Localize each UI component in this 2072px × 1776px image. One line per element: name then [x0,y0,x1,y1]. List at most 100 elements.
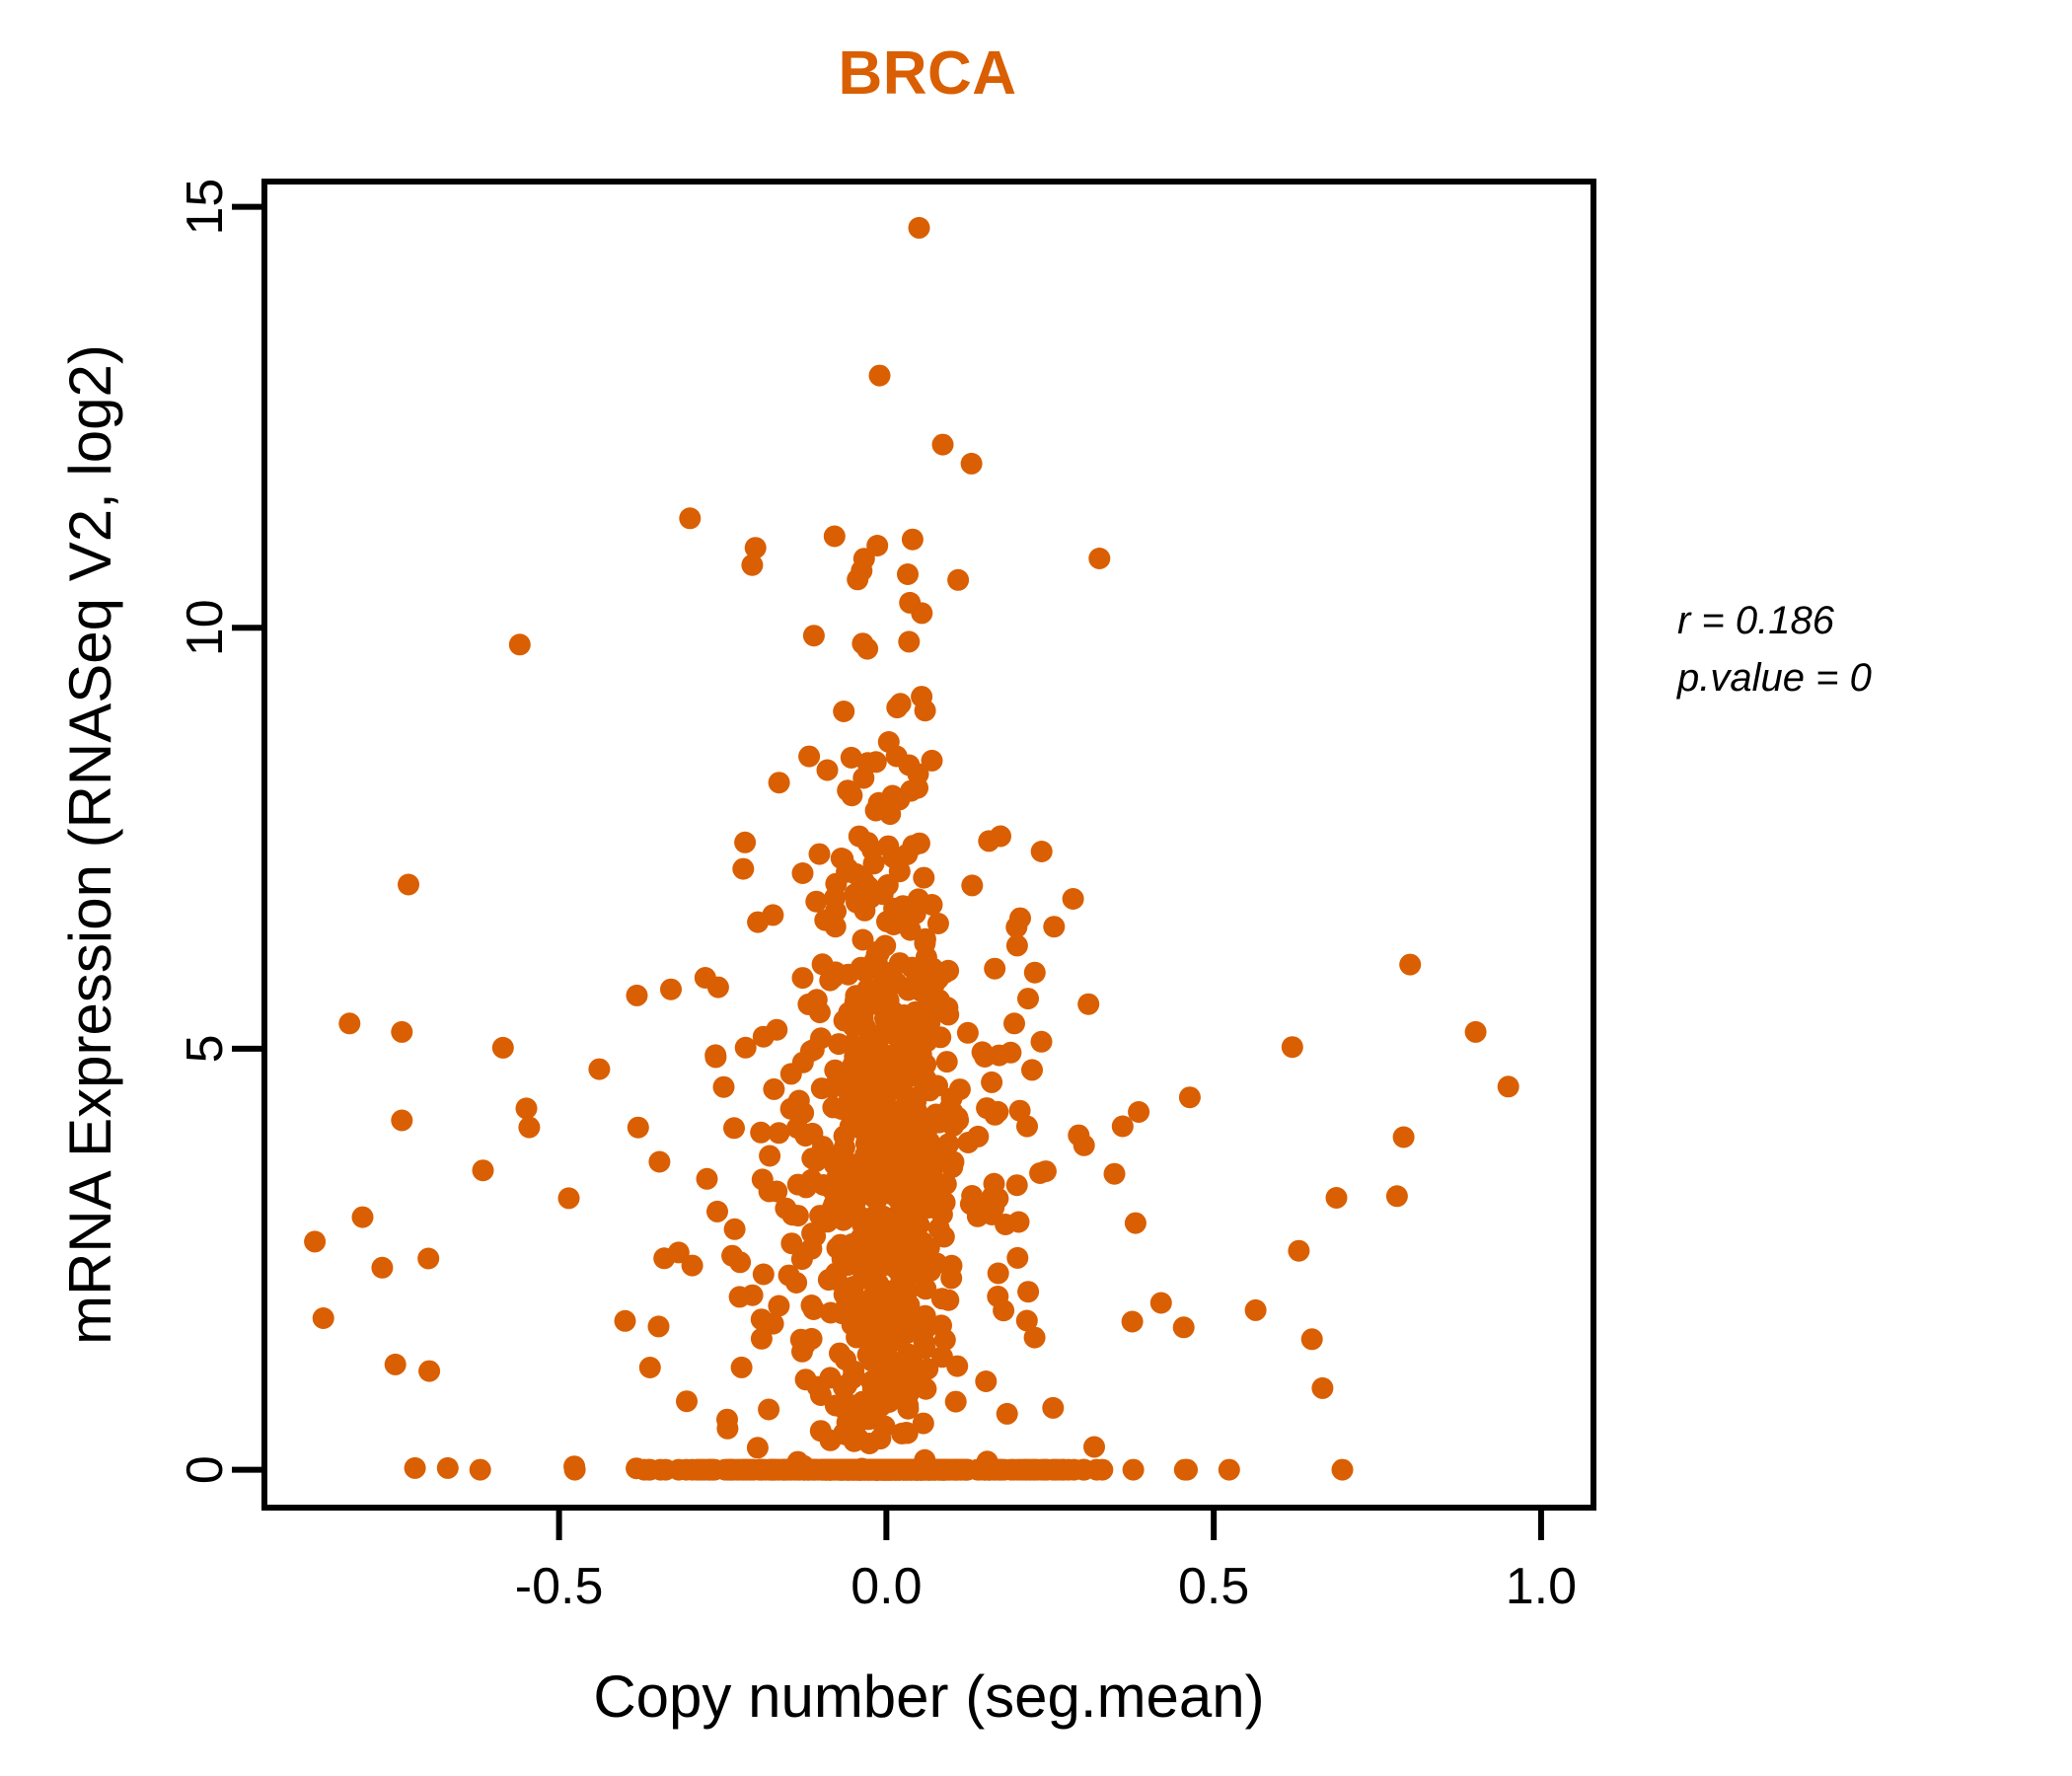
data-point [900,779,923,802]
data-point [837,779,859,802]
y-tick-label: 0 [177,1455,234,1484]
data-point [1244,1298,1267,1321]
data-point [862,852,885,875]
data-point [862,1175,884,1198]
data-point [759,1145,781,1167]
data-point [798,745,821,768]
data-point [862,1093,885,1116]
data-point [987,1262,1009,1285]
data-point [557,1187,580,1210]
data-point [751,1168,774,1191]
x-tick-label: -0.5 [515,1558,604,1615]
data-point [647,1315,670,1338]
data-point [823,1153,846,1176]
data-point [976,1097,999,1120]
data-point [924,1458,946,1481]
data-point [1325,1187,1348,1209]
data-point [844,1036,866,1059]
data-point [681,1254,703,1277]
data-point [777,1264,800,1287]
data-point [956,1021,979,1044]
data-point [805,890,828,913]
data-point [930,1288,953,1310]
data-point [1178,1086,1201,1109]
data-point [971,1041,994,1064]
data-point [851,1014,874,1037]
data-point [865,1458,888,1481]
data-point [881,1121,904,1144]
x-axis-ticks: -0.5 0.0 0.5 1.0 [515,1508,1577,1615]
data-point [877,731,900,753]
page-title: BRCA [838,39,1017,108]
data-point [801,1122,824,1145]
data-point [937,1151,960,1174]
data-point [1111,1115,1134,1138]
data-point [940,1267,963,1290]
data-point [975,1370,998,1392]
x-tick-label: 0.5 [1178,1558,1249,1615]
data-point [508,633,531,656]
data-point [946,1355,969,1377]
data-point [876,911,898,932]
data-point [791,862,814,884]
data-point [404,1456,426,1479]
data-point [371,1256,394,1279]
data-point [869,1428,892,1450]
data-point [898,630,921,653]
data-point [768,1295,790,1317]
data-point [864,799,887,822]
y-tick-label: 10 [177,599,234,656]
data-point [696,1167,718,1190]
data-point [851,928,874,951]
data-point [851,559,873,582]
data-point [910,980,932,1002]
data-point [391,1020,413,1043]
data-point [996,1402,1018,1425]
data-point [750,1121,773,1144]
data-point [1173,1458,1196,1481]
data-point [840,746,862,769]
data-point [789,1328,812,1351]
data-point [1128,1101,1150,1123]
data-point [867,1301,890,1323]
data-point [931,433,954,456]
data-point [716,1417,739,1440]
data-point [840,1393,861,1416]
data-point [810,1027,832,1050]
data-point [730,1356,753,1378]
data-point [1017,988,1039,1010]
data-point [819,1429,842,1451]
data-point [844,1107,866,1130]
data-point [885,1308,908,1331]
data-point [888,1173,911,1196]
data-point [723,1218,746,1240]
data-point [926,913,949,934]
data-point [856,637,879,660]
data-point [1083,1436,1105,1458]
data-point [1057,1458,1079,1481]
data-point [1006,1246,1029,1269]
data-point [750,1308,773,1331]
data-point [1300,1328,1323,1351]
data-point [918,1155,940,1178]
data-point [723,1117,745,1140]
data-point [933,962,956,984]
data-point [706,1200,728,1222]
data-point [758,1398,780,1421]
data-point [854,1144,877,1166]
data-point [888,1039,911,1061]
data-point [843,1204,865,1226]
data-point [752,1263,775,1286]
data-point [898,899,921,922]
data-point [910,1020,932,1043]
data-points-layer [304,216,1519,1481]
data-point [886,1283,908,1305]
data-point [417,1247,440,1270]
data-point [946,1106,969,1129]
data-point [888,952,911,975]
data-point [1073,1134,1095,1156]
data-point [472,1159,494,1182]
y-axis-ticks: 0 5 10 15 [177,179,264,1484]
data-point [653,1247,676,1270]
